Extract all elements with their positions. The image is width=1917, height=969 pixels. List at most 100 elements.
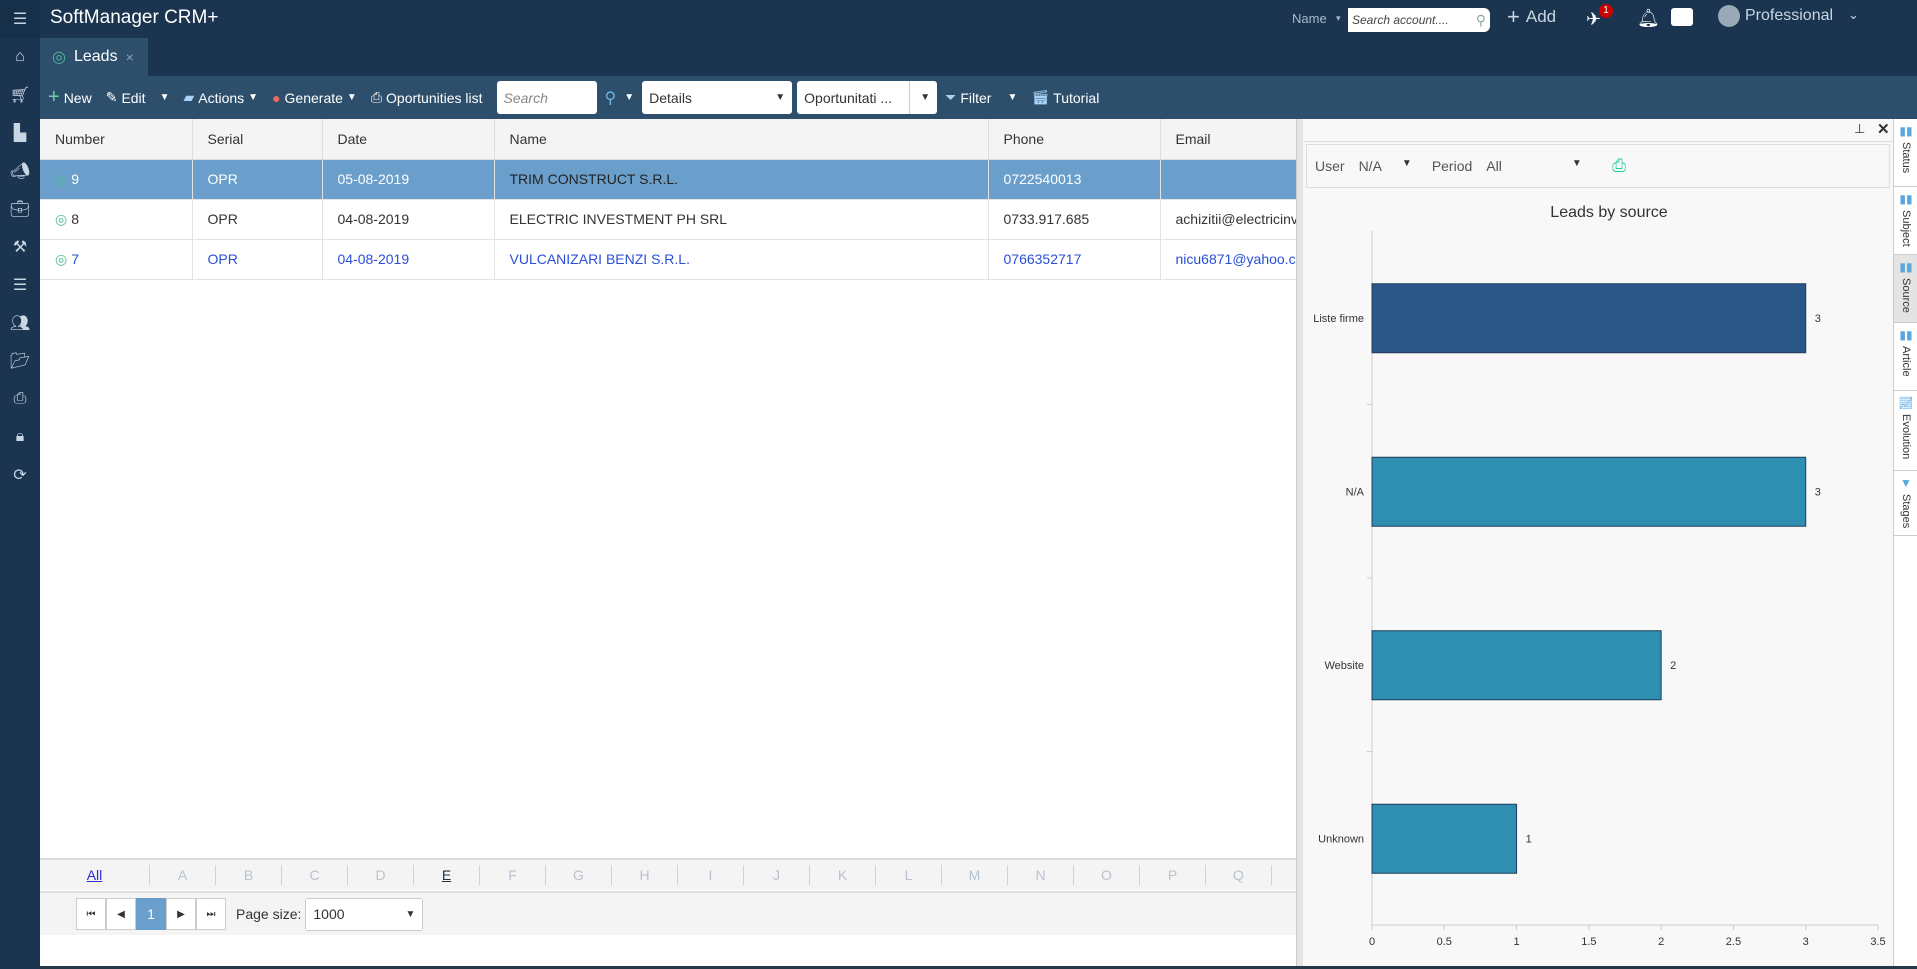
vtab-stages[interactable]: ▼ Stages [1894,471,1917,536]
table-row[interactable]: ◎ 8 OPR 04-08-2019 ELECTRIC INVESTMENT PH SR… [40,199,1297,240]
view-select[interactable]: Details ▼ [642,81,793,114]
alphabet-p[interactable]: P [1140,865,1206,885]
column-header[interactable]: Email [1160,119,1297,160]
search-mode-select[interactable]: Name [1292,11,1327,26]
add-button[interactable]: + Add [1507,4,1557,29]
leads-by-source-chart: Leads by source Liste firme 3 N/A 3 Website 2 U… [1313,204,1885,948]
print-icon[interactable]: ⎙ [13,390,27,407]
users-icon[interactable]: 👥︎ [9,315,31,332]
panel-splitter[interactable] [1296,119,1303,966]
tutorial-button[interactable]: 🎬︎ Tutorial [1031,89,1100,106]
account-search-input[interactable]: Search account.... ⚲ [1348,8,1490,32]
chart-icon[interactable]: ▙ [13,125,27,142]
table-row[interactable]: ◎ 9 OPR 05-08-2019 TRIM CONSTRUCT S.R.L. 0722… [40,159,1297,200]
alphabet-d[interactable]: D [348,865,414,885]
alphabet-b[interactable]: B [216,865,282,885]
refresh-icon[interactable]: ⟳ [13,467,27,484]
tab-leads[interactable]: ◎ Leads × [40,38,148,76]
oportunities-list-button[interactable]: ⎙ Oportunities list [370,89,483,106]
vtab-article[interactable]: ▮▮ Article [1894,323,1917,391]
column-header[interactable]: Phone [988,119,1161,160]
bar-unknown[interactable] [1371,803,1518,874]
menu-icon[interactable]: ☰ [0,0,40,38]
caret-down-icon[interactable]: ▼ [624,92,635,103]
chat-icon[interactable] [1671,8,1693,26]
search-input[interactable]: Search [496,81,597,114]
vtab-status[interactable]: ▮▮ Status [1894,119,1917,187]
megaphone-icon[interactable]: 📣︎ [9,163,31,180]
caret-down-icon[interactable]: ▼ [159,92,170,103]
avatar[interactable] [1718,5,1740,27]
alphabet-o[interactable]: O [1074,865,1140,885]
bar-n-a[interactable] [1371,456,1807,527]
bottom-bar [40,966,1917,969]
table-row[interactable]: ◎ 7 OPR 04-08-2019 VULCANIZARI BENZI S.R.L. 0… [40,239,1297,280]
bell-icon[interactable]: 🔔︎ [1637,8,1660,28]
alphabet-c[interactable]: C [282,865,348,885]
generate-button[interactable]: ● Generate ▼ [272,89,357,106]
column-header[interactable]: Number [40,119,193,160]
user-select[interactable]: N/A ▼ [1358,158,1412,174]
column-header[interactable]: Date [322,119,495,160]
alphabet-j[interactable]: J [744,865,810,885]
cart-icon[interactable]: 🛒︎ [9,87,31,104]
funnel-icon: ⏷ [945,89,957,105]
alphabet-a[interactable]: A [150,865,216,885]
alphabet-m[interactable]: M [942,865,1008,885]
bar-liste-firme[interactable] [1371,283,1807,354]
bar-website[interactable] [1371,630,1662,701]
x-tick-label: 2.5 [1726,936,1741,948]
next-page-button[interactable]: ▶ [166,898,196,930]
search-icon[interactable]: ⚲ [604,89,617,107]
alphabet-h[interactable]: H [612,865,678,885]
column-header[interactable]: Serial [192,119,323,160]
close-icon[interactable]: ✕ [1877,121,1890,138]
chevron-down-icon[interactable]: ⌄ [1848,7,1859,22]
plane-icon[interactable]: ✈ [1586,9,1602,29]
caret-down-icon[interactable]: ▼ [1007,92,1018,103]
alphabet-n[interactable]: N [1008,865,1074,885]
alphabet-f[interactable]: F [480,865,546,885]
cell-number: ◎ 7 [40,239,193,280]
vtab-subject[interactable]: ▮▮ Subject [1894,187,1917,255]
vtab-source[interactable]: ▮▮ Source [1894,255,1917,323]
folder-icon[interactable]: 📂︎ [9,353,31,370]
notification-badge: 1 [1599,4,1613,18]
edit-button[interactable]: ✎ Edit ▼ [105,89,170,106]
current-page[interactable]: 1 [136,898,166,930]
alphabet-i[interactable]: I [678,865,744,885]
alphabet-g[interactable]: G [546,865,612,885]
column-header[interactable]: Name [494,119,989,160]
last-page-button[interactable]: ⏭ [196,898,226,930]
home-icon[interactable]: ⌂ [15,48,25,65]
search-icon[interactable]: ⚲ [1475,11,1486,28]
close-tab-icon[interactable]: × [125,49,134,65]
alphabet-e[interactable]: E [414,865,480,885]
alphabet-l[interactable]: L [876,865,942,885]
database-icon[interactable]: ☰ [12,277,28,294]
chevron-down-icon[interactable]: ▾ [1336,13,1341,23]
funnel-icon: ▼ [1900,476,1912,490]
first-page-button[interactable]: ⏮ [76,898,106,930]
lock-icon[interactable]: 🔒︎ [15,428,25,445]
target-icon: ◎ [55,170,68,187]
user-menu[interactable]: Professional [1745,7,1834,24]
hammer-icon[interactable]: ⚒ [12,239,28,256]
filter-button[interactable]: ⏷ Filter ▼ [945,89,1018,106]
print-icon[interactable]: ⎙ [1612,156,1626,175]
briefcase-icon[interactable]: 💼︎ [9,201,31,218]
pin-icon[interactable]: ⊥ [1854,121,1866,136]
vtab-evolution[interactable]: 📈︎ Evolution [1894,391,1917,471]
alphabet-q[interactable]: Q [1206,865,1272,885]
chart-type-tabs: ▮▮ Status ▮▮ Subject ▮▮ Source ▮▮ Article 📈︎ Evol… [1893,119,1917,966]
page-size-select[interactable]: 1000 ▼ [305,897,424,931]
new-button[interactable]: + New [48,86,92,108]
period-select[interactable]: All ▼ [1486,158,1582,174]
data-label: 1 [1526,833,1532,845]
filter-select[interactable]: Oportunitati ... ▼ [797,81,938,114]
alphabet-all[interactable]: All [40,865,150,885]
alphabet-k[interactable]: K [810,865,876,885]
prev-page-button[interactable]: ◀ [106,898,136,930]
actions-button[interactable]: ▰ Actions ▼ [183,89,259,106]
cell-name: TRIM CONSTRUCT S.R.L. [494,159,989,200]
